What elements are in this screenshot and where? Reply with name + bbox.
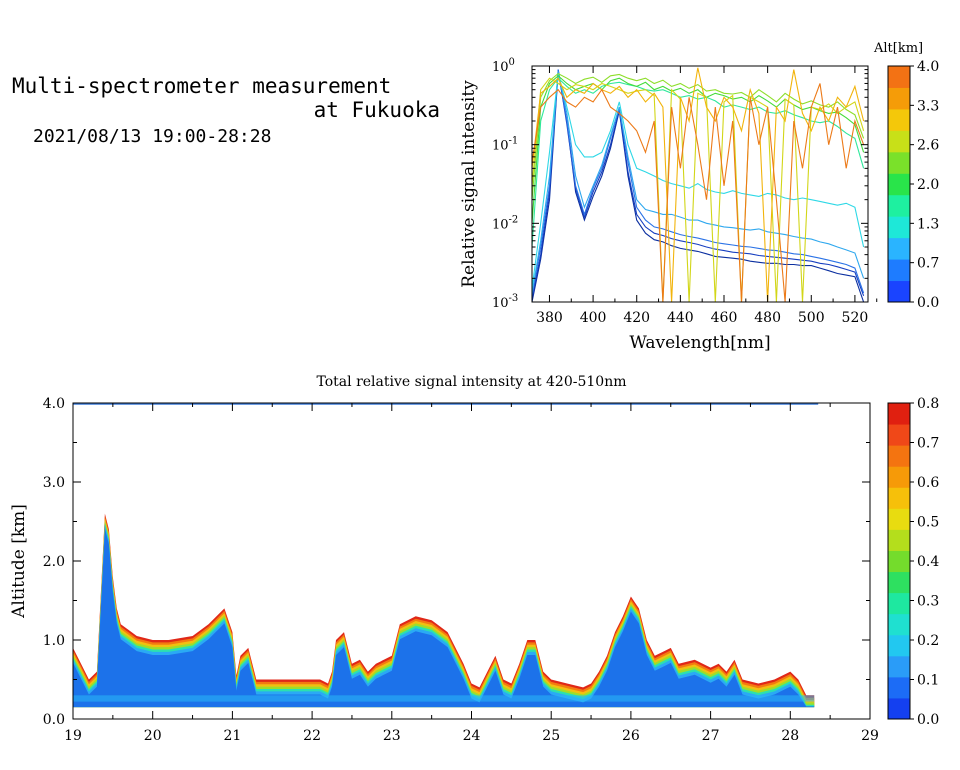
spectrum-ytick-label-0: 100 [492, 57, 515, 75]
intensity-colorbar-band-10 [888, 487, 910, 509]
spectrum-series-6 [532, 75, 865, 224]
heatmap-xtick-label-0: 19 [64, 728, 82, 744]
heatmap-xtick-label-4: 23 [383, 728, 401, 744]
spectrum-xtick-label-1: 400 [580, 310, 607, 326]
alt-colorbar-label-3: 2.0 [917, 177, 939, 193]
heatmap-lowlevel-stripe [73, 695, 815, 702]
intensity-colorbar-band-3 [888, 634, 910, 657]
spectrum-ytick-label-1: 10-1 [492, 136, 518, 154]
heatmap-ytick-label-0: 0.0 [43, 712, 65, 728]
intensity-colorbar-label-4: 0.4 [917, 554, 939, 570]
spectrum-xtick-label-0: 380 [536, 310, 563, 326]
spectrum-xtick-label-3: 440 [667, 310, 694, 326]
alt-colorbar-band-9 [888, 87, 910, 110]
alt-colorbar-label-5: 3.3 [917, 98, 939, 114]
intensity-colorbar-band-5 [888, 592, 910, 615]
spectrum-xtick-label-7: 520 [842, 310, 869, 326]
alt-colorbar-band-1 [888, 259, 910, 282]
spectrum-series-3 [532, 71, 865, 294]
heatmap-xtick-label-1: 20 [144, 728, 162, 744]
spectrum-series-8 [532, 77, 865, 302]
spectrum-series-4 [532, 73, 865, 289]
heatmap-layers [73, 403, 819, 708]
alt-colorbar-band-8 [888, 108, 910, 131]
intensity-colorbar-label-2: 0.2 [917, 633, 939, 649]
heatmap-ytick-label-3: 3.0 [43, 475, 65, 491]
heatmap-xtick-label-8: 27 [702, 728, 720, 744]
alt-colorbar-band-3 [888, 216, 910, 239]
heatmap-xtick-label-2: 21 [223, 728, 241, 744]
heatmap-band-6 [73, 528, 815, 708]
intensity-colorbar-label-5: 0.5 [917, 515, 939, 531]
intensity-colorbar-band-4 [888, 613, 910, 636]
spectrum-series-10 [532, 83, 865, 302]
spectrum-ytick-label-3: 10-3 [492, 293, 518, 311]
spectrum-plot: 100 10-1 10-2 10-3 380 400 420 440 460 480 500 520 W… [459, 57, 878, 353]
intensity-colorbar-band-7 [888, 550, 910, 573]
intensity-colorbar-label-7: 0.7 [917, 436, 939, 452]
intensity-colorbar-band-12 [888, 445, 910, 467]
alt-colorbar-label-6: 4.0 [917, 59, 939, 75]
intensity-colorbar-label-8: 0.8 [917, 396, 939, 412]
altitude-colorbar: 0.0 0.7 1.3 2.0 2.6 3.3 4.0 Alt[km] [873, 41, 939, 311]
title-line-2: at Fukuoka [313, 98, 440, 122]
heatmap-ytick-label-2: 2.0 [43, 554, 65, 570]
intensity-colorbar-band-8 [888, 529, 910, 551]
heatmap-xtick-label-3: 22 [303, 728, 321, 744]
alt-colorbar-label-2: 1.3 [917, 216, 939, 232]
spectrum-xtick-label-5: 480 [754, 310, 781, 326]
intensity-colorbar-band-11 [888, 466, 910, 488]
spectrum-ytick-label-2: 10-2 [492, 214, 518, 232]
alt-colorbar-band-10 [888, 66, 910, 88]
spectrum-plot-frame [531, 65, 869, 303]
intensity-colorbar-label-1: 0.1 [917, 673, 939, 689]
spectrum-series-0 [532, 71, 865, 302]
alt-colorbar-title: Alt[km] [873, 41, 923, 56]
heatmap-ytick-label-4: 4.0 [43, 396, 65, 412]
spectrum-xlabel: Wavelength[nm] [629, 333, 770, 353]
spectrum-xtick-label-6: 500 [798, 310, 825, 326]
alt-colorbar-label-0: 0.0 [917, 295, 939, 311]
intensity-colorbar-band-1 [888, 676, 910, 699]
altitude-time-heatmap: 0.0 1.0 2.0 3.0 4.0 19 20 21 22 23 24 25 26 27 28 29 Tot… [9, 374, 879, 744]
intensity-colorbar-band-2 [888, 655, 910, 678]
alt-colorbar-band-4 [888, 194, 910, 217]
spectrum-series-7 [532, 72, 865, 200]
intensity-colorbar-label-3: 0.3 [917, 594, 939, 610]
heatmap-xtick-label-9: 28 [781, 728, 799, 744]
spectrum-series-2 [532, 69, 865, 296]
heatmap-title: Total relative signal intensity at 420-5… [316, 374, 626, 390]
alt-colorbar-label-1: 0.7 [917, 256, 939, 272]
intensity-colorbar-label-6: 0.6 [917, 475, 939, 491]
heatmap-xtick-label-5: 24 [463, 728, 481, 744]
spectrum-ylabel: Relative signal intensity [459, 80, 479, 288]
spectrum-series-group [532, 67, 865, 302]
alt-colorbar-band-0 [888, 280, 910, 303]
spectrum-xtick-label-2: 420 [623, 310, 650, 326]
heatmap-xtick-label-7: 26 [622, 728, 640, 744]
intensity-colorbar-label-0: 0.0 [917, 712, 939, 728]
title-line-1: Multi-spectrometer measurement [12, 74, 392, 98]
intensity-colorbar-band-0 [888, 697, 910, 720]
alt-colorbar-band-7 [888, 130, 910, 153]
intensity-colorbar: 0.0 0.1 0.2 0.3 0.4 0.5 0.6 0.7 0.8 [887, 396, 939, 728]
intensity-colorbar-band-9 [888, 508, 910, 530]
heatmap-xtick-label-10: 29 [861, 728, 879, 744]
intensity-colorbar-band-14 [888, 403, 910, 425]
spectrum-series-1 [532, 69, 865, 299]
heatmap-xtick-label-6: 25 [542, 728, 560, 744]
spectrum-xtick-label-4: 460 [711, 310, 738, 326]
alt-colorbar-band-6 [888, 151, 910, 174]
intensity-colorbar-band-6 [888, 571, 910, 594]
measurement-datetime: 2021/08/13 19:00-28:28 [33, 126, 272, 147]
heatmap-ytick-label-1: 1.0 [43, 633, 65, 649]
heatmap-ylabel: Altitude [km] [9, 504, 29, 619]
alt-colorbar-band-5 [888, 173, 910, 196]
intensity-colorbar-band-13 [888, 424, 910, 446]
alt-colorbar-label-4: 2.6 [917, 138, 939, 154]
alt-colorbar-band-2 [888, 237, 910, 260]
